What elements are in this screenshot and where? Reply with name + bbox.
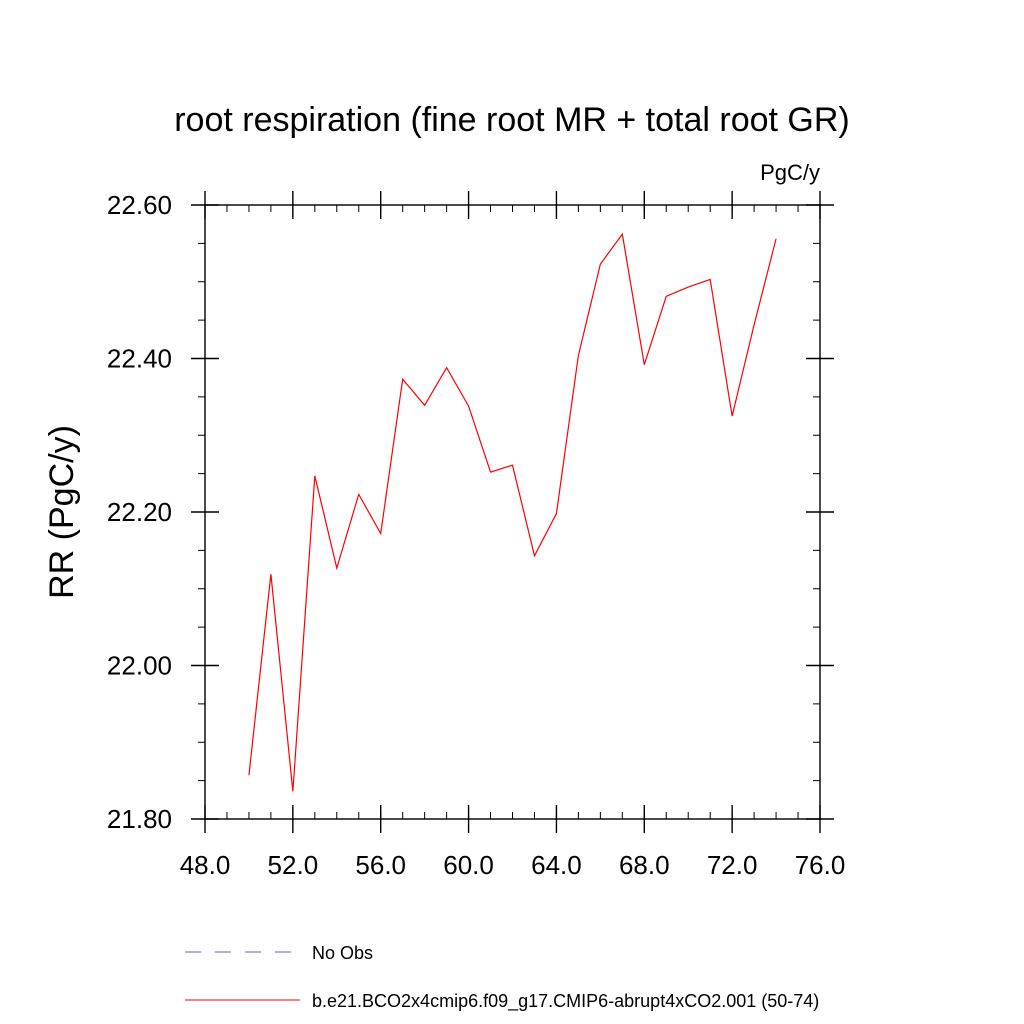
y-axis-label: RR (PgC/y) xyxy=(43,425,81,599)
y-tick-label: 22.60 xyxy=(107,190,172,220)
y-tick-labels: 21.80 22.00 22.20 22.40 22.60 xyxy=(107,190,172,834)
legend-label: No Obs xyxy=(312,943,373,963)
x-tick-label: 76.0 xyxy=(795,850,846,880)
x-tick-label: 64.0 xyxy=(531,850,582,880)
major-ticks xyxy=(191,191,834,833)
minor-ticks xyxy=(198,204,821,820)
x-tick-label: 68.0 xyxy=(619,850,670,880)
x-tick-label: 60.0 xyxy=(443,850,494,880)
x-tick-label: 52.0 xyxy=(268,850,319,880)
y-tick-label: 22.00 xyxy=(107,651,172,681)
x-tick-label: 72.0 xyxy=(707,850,758,880)
x-tick-labels: 48.0 52.0 56.0 60.0 64.0 68.0 72.0 76.0 xyxy=(180,850,846,880)
chart-title: root respiration (fine root MR + total r… xyxy=(174,101,850,139)
series-lines xyxy=(248,232,777,792)
x-tick-label: 48.0 xyxy=(180,850,231,880)
legend-label: b.e21.BCO2x4cmip6.f09_g17.CMIP6-abrupt4x… xyxy=(312,991,819,1012)
y-tick-label: 22.40 xyxy=(107,344,172,374)
series-line xyxy=(248,232,777,792)
units-label: PgC/y xyxy=(760,160,820,185)
legend: No Obs b.e21.BCO2x4cmip6.f09_g17.CMIP6-ab… xyxy=(185,943,819,1012)
y-tick-label: 21.80 xyxy=(107,804,172,834)
y-tick-label: 22.20 xyxy=(107,497,172,527)
x-tick-label: 56.0 xyxy=(355,850,406,880)
